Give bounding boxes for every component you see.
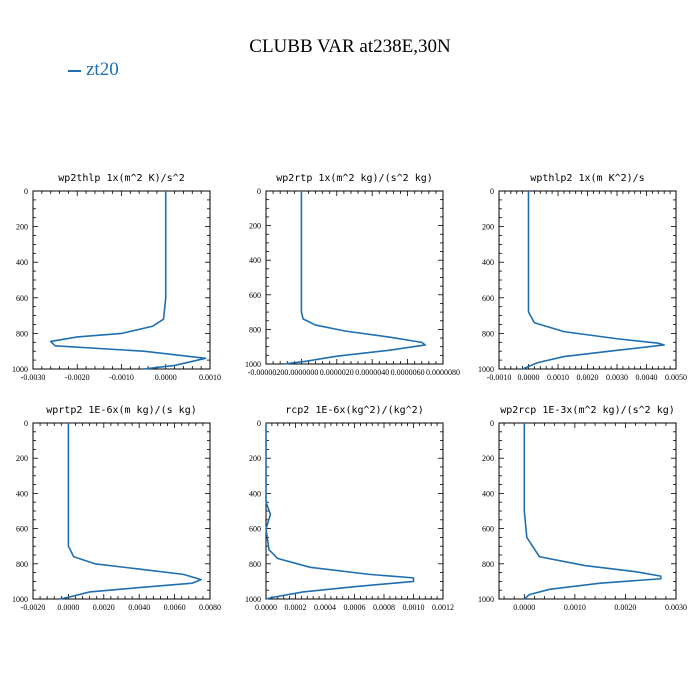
x-tick-label: -0.0000020 <box>248 368 285 377</box>
x-tick-label: -0.0010 <box>109 373 134 382</box>
panel-title: wp2rtp 1x(m^2 kg)/(s^2 kg) <box>276 173 433 184</box>
plot-frame <box>32 190 211 370</box>
panel-title: wp2thlp 1x(m^2 K)/s^2 <box>58 173 184 184</box>
x-tick-label: 0.0030 <box>606 373 628 382</box>
x-tick-label: 0.0000000 <box>284 368 318 377</box>
y-tick-label: 1000 <box>478 365 494 374</box>
x-tick-label: 0.0000 <box>255 603 277 612</box>
y-tick-label: 800 <box>482 560 494 569</box>
y-tick-label: 800 <box>249 560 261 569</box>
x-tick-label: 0.0000 <box>513 603 535 612</box>
plot-frame <box>32 422 211 600</box>
figure-title: CLUBB VAR at238E,30N <box>249 36 451 57</box>
y-tick-label: 800 <box>16 560 28 569</box>
y-tick-label: 200 <box>482 223 494 232</box>
series-line-zt20 <box>265 423 415 600</box>
x-tick-label: 0.0010 <box>547 373 569 382</box>
x-tick-label: 0.0008 <box>373 603 395 612</box>
y-tick-label: 200 <box>249 222 261 231</box>
y-tick-label: 1000 <box>245 360 261 369</box>
panel-title: wpthlp2 1x(m K^2)/s <box>530 173 644 184</box>
x-tick-label: 0.0002 <box>285 603 307 612</box>
plot-frame <box>498 422 677 600</box>
legend: zt20 <box>68 59 119 81</box>
y-tick-label: 400 <box>482 258 494 267</box>
y-tick-label: 600 <box>482 294 494 303</box>
series-line-zt20 <box>283 191 427 365</box>
panel-2: wp2rtp 1x(m^2 kg)/(s^2 kg) 0 200 400 600 800 1… <box>245 173 460 377</box>
y-tick-label: 1000 <box>12 365 28 374</box>
y-tick-label: 0 <box>24 419 28 428</box>
x-tick-label: 0.0000 <box>518 373 540 382</box>
y-tick-label: 1000 <box>478 595 494 604</box>
y-tick-label: 0 <box>257 419 261 428</box>
y-tick-label: 200 <box>249 454 261 463</box>
y-tick-label: 400 <box>249 256 261 265</box>
y-tick-label: 600 <box>16 294 28 303</box>
x-tick-label: 0.0080 <box>199 603 221 612</box>
x-tick-label: 0.0010 <box>199 373 221 382</box>
panel-title: wprtp2 1E-6x(m kg)/(s kg) <box>46 405 197 416</box>
x-tick-label: -0.0020 <box>65 373 90 382</box>
panel-5: rcp2 1E-6x(kg^2)/(kg^2) 0 200 400 600 800 1000… <box>245 405 454 612</box>
panel-title: rcp2 1E-6x(kg^2)/(kg^2) <box>285 405 423 416</box>
y-tick-label: 400 <box>16 489 28 498</box>
series-line-zt20 <box>59 423 202 600</box>
y-tick-label: 1000 <box>12 595 28 604</box>
y-tick-label: 1000 <box>245 595 261 604</box>
y-tick-label: 600 <box>482 525 494 534</box>
y-tick-label: 400 <box>16 258 28 267</box>
x-tick-label: 0.0040 <box>128 603 150 612</box>
x-tick-label: 0.0012 <box>432 603 454 612</box>
x-tick-label: 0.0020 <box>93 603 115 612</box>
panel-title: wp2rcp 1E-3x(m^2 kg)/(s^2 kg) <box>500 405 675 416</box>
y-tick-label: 0 <box>257 187 261 196</box>
y-tick-label: 200 <box>16 223 28 232</box>
x-tick-label: 0.0060 <box>164 603 186 612</box>
y-tick-label: 600 <box>249 291 261 300</box>
y-tick-label: 200 <box>482 454 494 463</box>
x-tick-label: 0.0020 <box>577 373 599 382</box>
plot-frame <box>265 190 444 365</box>
y-tick-label: 600 <box>16 525 28 534</box>
x-tick-label: 0.0000040 <box>355 368 389 377</box>
x-tick-label: -0.0010 <box>487 373 512 382</box>
x-tick-label: 0.0000 <box>57 603 79 612</box>
y-tick-label: 800 <box>16 329 28 338</box>
x-tick-label: 0.0000060 <box>391 368 425 377</box>
panel-1: wp2thlp 1x(m^2 K)/s^202004006008001000-0… <box>12 173 221 382</box>
x-tick-label: 0.0000 <box>155 373 177 382</box>
panel-3: wpthlp2 1x(m K^2)/s 0 200 400 600 800 1000-0.0… <box>478 173 687 382</box>
x-tick-label: 0.0004 <box>314 603 336 612</box>
legend-label: zt20 <box>86 59 119 80</box>
series-line-zt20 <box>523 423 662 600</box>
x-tick-label: 0.0010 <box>564 603 586 612</box>
y-tick-label: 0 <box>24 187 28 196</box>
x-tick-label: -0.0030 <box>21 373 46 382</box>
x-tick-label: 0.0010 <box>403 603 425 612</box>
y-tick-label: 0 <box>490 187 494 196</box>
panel-4: wprtp2 1E-6x(m kg)/(s kg) 0 200 400 600 800 10… <box>12 405 221 612</box>
y-tick-label: 200 <box>16 454 28 463</box>
series-line-zt20 <box>522 191 665 370</box>
x-tick-label: 0.0000080 <box>426 368 460 377</box>
y-tick-label: 400 <box>249 489 261 498</box>
x-tick-label: 0.0000020 <box>320 368 354 377</box>
y-tick-label: 400 <box>482 489 494 498</box>
y-tick-label: 800 <box>482 329 494 338</box>
x-tick-label: 0.0040 <box>636 373 658 382</box>
y-tick-label: 0 <box>490 419 494 428</box>
x-tick-label: 0.0050 <box>665 373 687 382</box>
y-tick-label: 600 <box>249 525 261 534</box>
series-line-zt20 <box>49 191 207 370</box>
legend-line-swatch <box>68 69 81 72</box>
y-tick-label: 800 <box>249 325 261 334</box>
x-tick-label: 0.0030 <box>665 603 687 612</box>
panel-6: wp2rcp 1E-3x(m^2 kg)/(s^2 kg) 0 200 400 600 8… <box>478 405 687 612</box>
x-tick-label: -0.0020 <box>21 603 46 612</box>
x-tick-label: 0.0006 <box>344 603 366 612</box>
x-tick-label: 0.0020 <box>614 603 636 612</box>
